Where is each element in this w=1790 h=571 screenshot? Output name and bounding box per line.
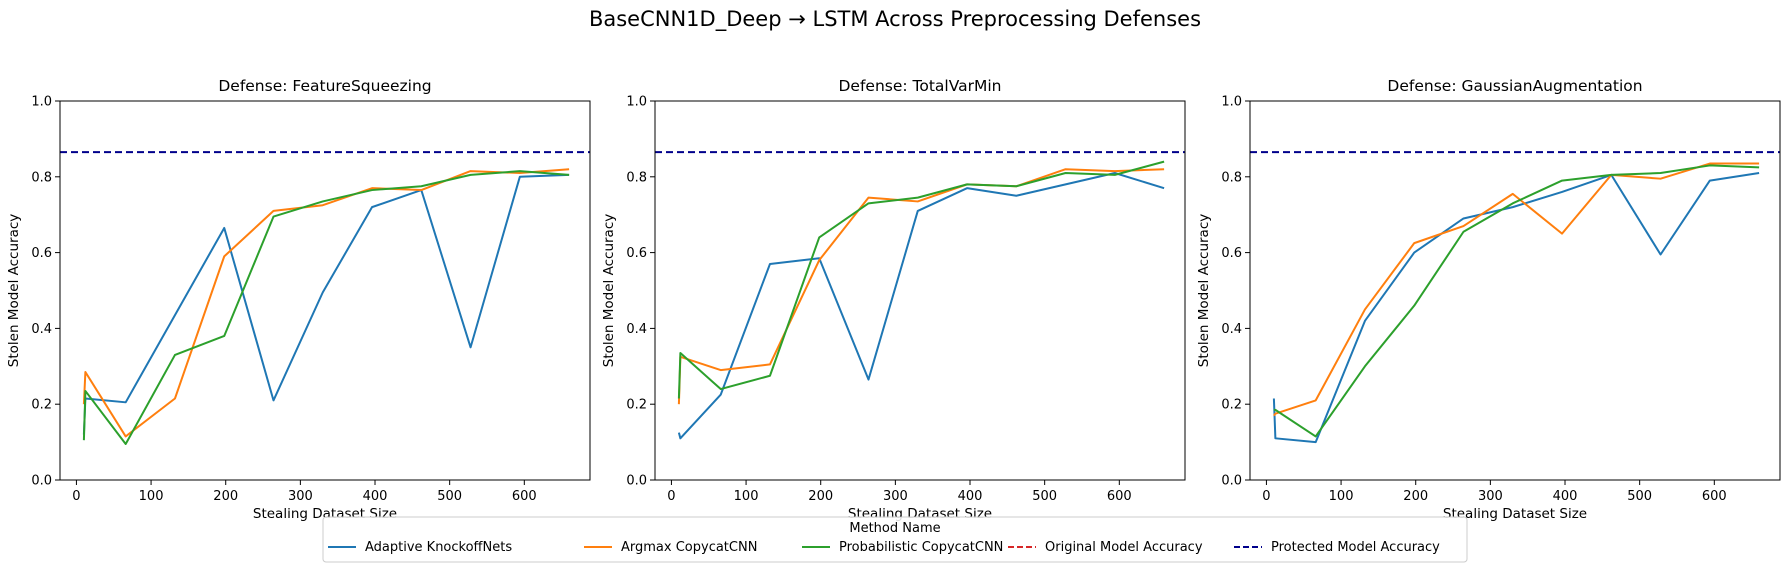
y-axis-label: Stolen Model Accuracy: [6, 214, 22, 367]
plot-frame: [59, 100, 591, 481]
y-tick-label: 0.0: [31, 474, 52, 489]
x-tick-label: 300: [1478, 489, 1503, 504]
y-tick-label: 0.6: [31, 246, 52, 261]
series-line-argmax-copycatcnn: [1273, 162, 1760, 417]
chart-panel-3: Defense: GaussianAugmentation 0 100 200 300 4…: [1196, 77, 1781, 522]
legend-box: [322, 516, 1468, 563]
x-tick-label: 100: [1329, 489, 1354, 504]
x-tick-label: 0: [72, 489, 80, 504]
legend-label: Protected Model Accuracy: [1271, 540, 1440, 555]
series-line-adaptive-knockoffnets: [677, 172, 1165, 440]
legend-label: Original Model Accuracy: [1045, 540, 1203, 555]
x-tick-label: 100: [734, 489, 759, 504]
series-line-probabilistic-copycatcnn: [1273, 164, 1760, 438]
y-tick-label: 0.8: [1221, 170, 1242, 185]
x-tick-label: 500: [437, 489, 462, 504]
series-line-probabilistic-copycatcnn: [677, 160, 1165, 399]
y-tick-label: 0.4: [1221, 322, 1242, 337]
x-tick-label: 600: [1107, 489, 1132, 504]
x-tick-label: 400: [1553, 489, 1578, 504]
plot-frame: [1249, 100, 1781, 481]
y-tick-label: 1.0: [31, 95, 52, 110]
y-tick-label: 0.0: [1221, 474, 1242, 489]
x-tick-label: 300: [883, 489, 908, 504]
y-tick-label: 0.0: [626, 474, 647, 489]
panel-title: Defense: GaussianAugmentation: [1387, 77, 1642, 95]
plot-frame: [654, 100, 1186, 481]
y-tick-label: 0.6: [1221, 246, 1242, 261]
x-tick-label: 200: [1403, 489, 1428, 504]
x-tick-label: 300: [288, 489, 313, 504]
series-line-probabilistic-copycatcnn: [82, 170, 570, 445]
x-tick-label: 600: [512, 489, 537, 504]
x-tick-label: 100: [139, 489, 164, 504]
x-tick-label: 500: [1032, 489, 1057, 504]
x-tick-label: 200: [808, 489, 833, 504]
figure-title: BaseCNN1D_Deep → LSTM Across Preprocessi…: [589, 7, 1201, 32]
panel-title: Defense: FeatureSqueezing: [218, 77, 431, 95]
panel-title: Defense: TotalVarMin: [838, 77, 1001, 95]
x-tick-label: 500: [1627, 489, 1652, 504]
y-tick-label: 1.0: [1221, 95, 1242, 110]
x-tick-label: 400: [363, 489, 388, 504]
x-tick-label: 200: [213, 489, 238, 504]
x-tick-label: 600: [1702, 489, 1727, 504]
legend-title: Method Name: [849, 521, 940, 536]
y-tick-label: 0.6: [626, 246, 647, 261]
x-tick-label: 0: [1262, 489, 1270, 504]
y-tick-label: 0.4: [626, 322, 647, 337]
x-axis-label: Stealing Dataset Size: [1443, 506, 1587, 522]
y-axis-label: Stolen Model Accuracy: [601, 214, 617, 367]
y-tick-label: 0.4: [31, 322, 52, 337]
legend-label: Argmax CopycatCNN: [621, 540, 757, 555]
series-line-adaptive-knockoffnets: [82, 173, 570, 435]
x-tick-label: 0: [667, 489, 675, 504]
y-tick-label: 0.8: [31, 170, 52, 185]
y-tick-label: 1.0: [626, 95, 647, 110]
y-tick-label: 0.2: [1221, 398, 1242, 413]
series-line-adaptive-knockoffnets: [1272, 172, 1760, 444]
y-tick-label: 0.2: [31, 398, 52, 413]
legend-label: Adaptive KnockoffNets: [365, 540, 512, 555]
y-axis-label: Stolen Model Accuracy: [1196, 214, 1212, 367]
legend-label: Probabilistic CopycatCNN: [839, 540, 1003, 555]
y-tick-label: 0.2: [626, 398, 647, 413]
legend: Method Name Adaptive KnockoffNets Argmax C…: [322, 516, 1468, 563]
y-tick-label: 0.8: [626, 170, 647, 185]
x-tick-label: 400: [958, 489, 983, 504]
